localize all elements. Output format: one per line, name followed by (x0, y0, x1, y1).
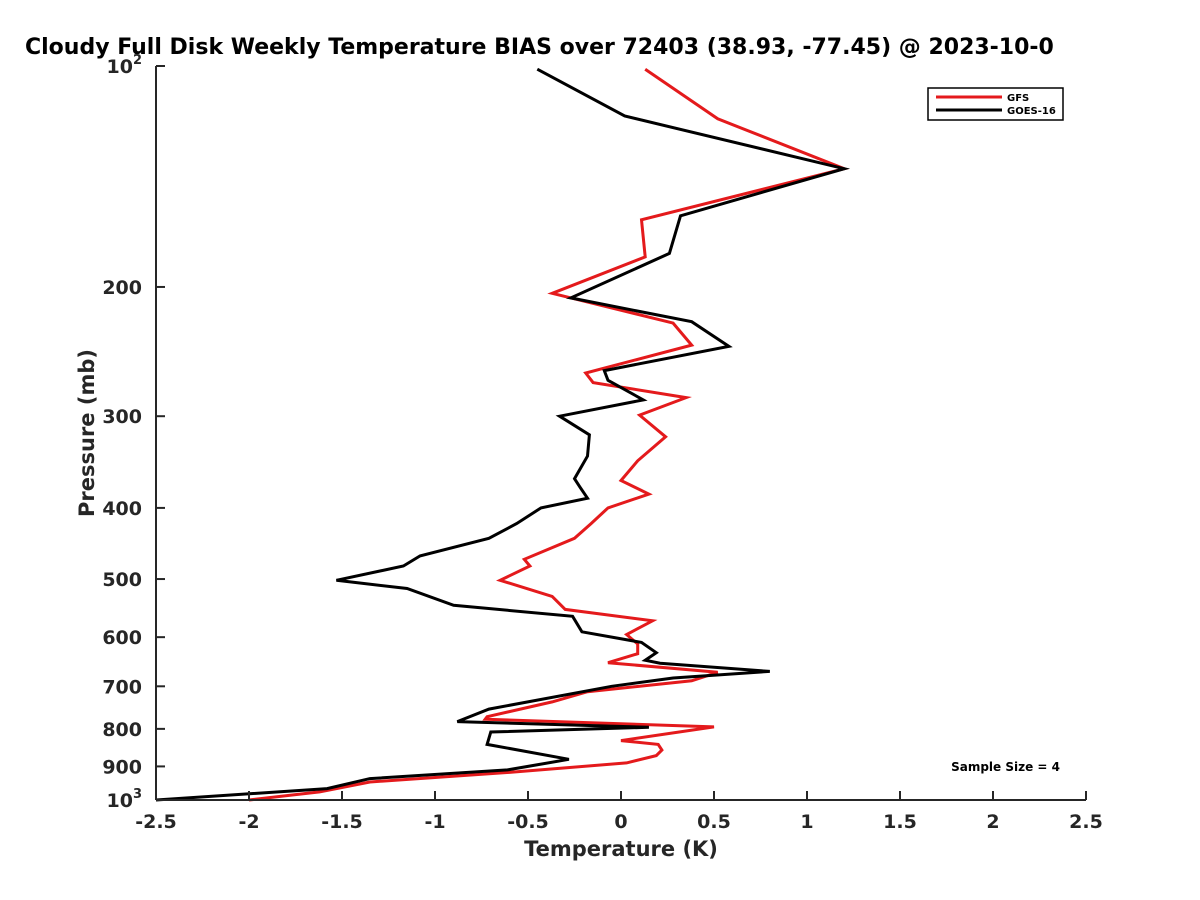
x-tick-label: 1 (800, 811, 813, 833)
chart-title: Cloudy Full Disk Weekly Temperature BIAS… (25, 35, 1054, 60)
series-line-goes-16 (156, 67, 851, 802)
y-tick-label: 500 (102, 569, 142, 591)
x-tick-label: 2 (986, 811, 999, 833)
y-axis-label: Pressure (mb) (75, 349, 99, 517)
x-tick-label: 0 (614, 811, 627, 833)
x-tick-label: -1.5 (321, 811, 363, 833)
y-tick-label: 103 (107, 787, 143, 812)
axes (155, 66, 1086, 801)
legend-box (927, 87, 1064, 121)
y-tick-label: 300 (102, 406, 142, 428)
y-tick-label: 900 (102, 756, 142, 778)
y-tick-label: 400 (102, 498, 142, 520)
sample-size-annotation: Sample Size = 4 (951, 760, 1060, 774)
x-ticks: -2.5 -2 -1.5 -1 -0.5 0 0.5 1 1.5 2 2.5 (135, 791, 1103, 833)
y-tick-label: 600 (102, 627, 142, 649)
x-tick-label: 2.5 (1069, 811, 1103, 833)
y-tick-label: 700 (102, 676, 142, 698)
x-axis-label: Temperature (K) (524, 837, 718, 861)
legend-label: GFS (1007, 93, 1029, 104)
legend-label: GOES-16 (1007, 106, 1056, 117)
y-ticks: 102 200 300 400 500 600 700 800 900 103 (102, 53, 165, 812)
x-tick-label: 0.5 (697, 811, 731, 833)
x-tick-label: 1.5 (883, 811, 917, 833)
x-tick-label: -2 (238, 811, 259, 833)
x-tick-label: -1 (424, 811, 445, 833)
y-tick-label: 102 (107, 53, 143, 78)
y-tick-label: 200 (102, 277, 142, 299)
x-tick-label: -2.5 (135, 811, 177, 833)
legend: GFS GOES-16 (927, 87, 1064, 121)
series-line-gfs (248, 67, 850, 802)
y-tick-label: 800 (102, 719, 142, 741)
plot-series (156, 67, 851, 802)
x-tick-label: -0.5 (507, 811, 549, 833)
